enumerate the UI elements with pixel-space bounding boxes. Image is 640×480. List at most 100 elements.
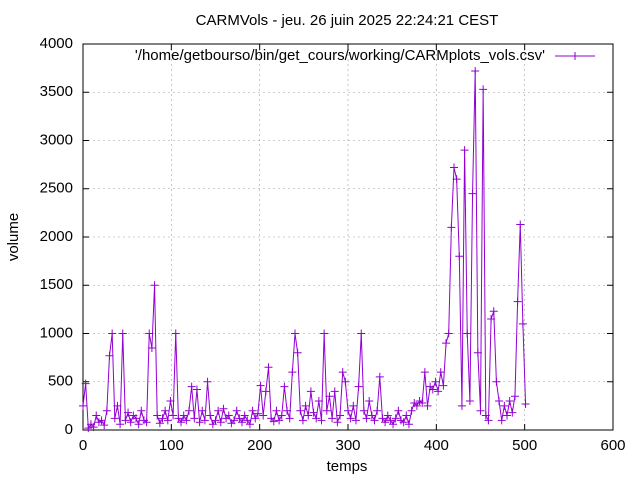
data-point [166,397,175,406]
data-point [158,414,167,423]
y-tick-label: 2500 [40,180,73,197]
data-point [510,392,519,401]
data-point [102,406,111,415]
data-point [320,329,329,338]
data-point [195,418,204,427]
data-point [455,252,464,261]
data-point [306,387,315,396]
data-point [383,411,392,420]
data-point [145,329,154,338]
x-tick-label: 100 [159,437,184,454]
data-point [259,411,268,420]
data-point [309,408,318,417]
legend-label: '/home/getbourso/bin/get_cours/working/C… [135,47,545,64]
data-point [447,223,456,232]
y-tick-label: 3000 [40,131,73,148]
data-point [126,418,135,427]
data-point [116,420,125,429]
data-point [147,343,156,352]
data-point [192,385,201,394]
data-point [264,363,273,372]
x-tick-label: 400 [424,437,449,454]
data-point [251,414,260,423]
data-point [500,401,509,410]
data-point [420,368,429,377]
data-point [394,406,403,415]
data-point [118,329,127,338]
data-point [113,401,122,410]
data-point [232,406,241,415]
data-point [444,329,453,338]
data-point [322,406,331,415]
data-point [187,382,196,391]
data-point [317,416,326,425]
data-point [296,406,305,415]
data-point [304,411,313,420]
data-point [370,416,379,425]
data-point [150,281,159,290]
data-point [463,329,472,338]
data-point [224,411,233,420]
data-point [110,414,119,423]
data-point [245,420,254,429]
data-point [301,401,310,410]
data-point [124,408,133,417]
data-point [171,329,180,338]
data-point [248,406,257,415]
data-point [291,329,299,338]
data-point [89,423,98,432]
data-point [330,387,339,396]
data-point [460,146,469,155]
data-point [457,401,466,410]
data-point [349,401,358,410]
data-point [100,421,109,430]
data-point [479,85,488,94]
data-point [489,307,498,316]
chart-title: CARMVols - jeu. 26 juin 2025 22:24:21 CE… [196,12,499,29]
data-point [275,416,284,425]
data-point [325,392,334,401]
data-point [219,404,228,413]
data-point [312,414,321,423]
data-point [367,411,376,420]
data-point [516,220,525,229]
data-point [79,401,87,410]
data-point [177,418,186,427]
data-point [365,397,374,406]
data-point [354,382,363,391]
data-point [92,411,101,420]
data-point [277,411,286,420]
data-point [505,397,514,406]
data-point [288,368,297,377]
data-point [481,411,490,420]
data-point [336,411,345,420]
data-point [471,67,480,76]
data-point [373,406,382,415]
data-point [269,417,278,426]
data-point [412,401,421,410]
data-point [450,163,458,172]
data-point [121,416,130,425]
data-point [253,409,262,418]
x-tick-label: 500 [512,437,537,454]
data-point [338,368,347,377]
data-point [185,406,193,415]
y-tick-label: 4000 [40,35,73,52]
data-point [465,397,474,406]
data-point [362,414,371,423]
data-point [436,368,445,377]
y-tick-label: 2000 [40,228,73,245]
data-point [518,319,527,328]
data-point [134,420,143,429]
data-point [97,416,106,425]
data-point [389,420,398,429]
x-tick-label: 200 [247,437,272,454]
data-line [82,71,527,430]
data-point [381,418,390,427]
data-point [203,377,212,386]
y-tick-label: 1000 [40,324,73,341]
data-point [198,406,207,415]
data-point [428,385,437,394]
data-point [216,418,225,427]
